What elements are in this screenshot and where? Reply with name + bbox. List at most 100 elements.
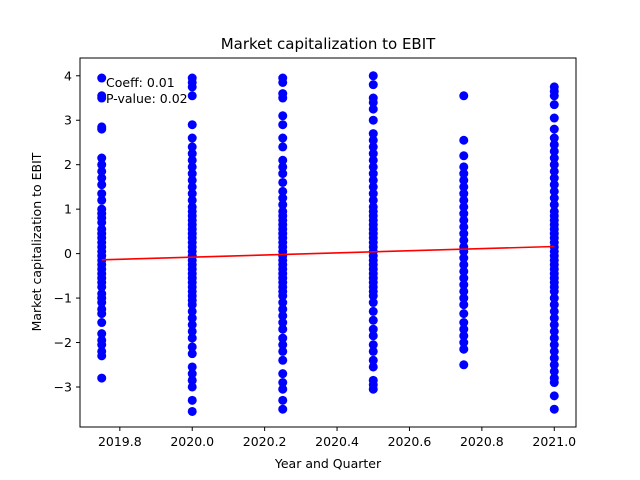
data-point-1-4: [187, 120, 197, 130]
annotation-pvalue: P-value: 0.02: [106, 91, 188, 106]
data-point-4-0: [459, 91, 469, 101]
data-point-1-40: [187, 320, 197, 330]
y-tick-label: −2: [54, 335, 72, 350]
data-point-3-14: [368, 182, 378, 192]
data-point-1-11: [187, 175, 197, 185]
x-tick-label: 2019.8: [98, 434, 142, 449]
data-point-0-40: [97, 351, 107, 361]
data-point-5-38: [549, 306, 559, 316]
data-point-0-41: [97, 373, 107, 383]
data-point-2-42: [278, 346, 288, 356]
data-point-3-5: [368, 115, 378, 125]
data-point-2-47: [278, 395, 288, 405]
data-point-2-38: [278, 318, 288, 328]
data-point-5-10: [549, 160, 559, 170]
data-point-4-25: [459, 309, 469, 319]
data-point-0-9: [97, 180, 107, 190]
data-point-3-3: [368, 97, 378, 107]
data-point-3-1: [368, 80, 378, 90]
data-point-1-14: [187, 195, 197, 205]
data-point-2-6: [278, 133, 288, 143]
data-point-4-27: [459, 324, 469, 334]
data-point-5-7: [549, 140, 559, 150]
y-tick-label: 3: [64, 113, 72, 128]
data-point-4-18: [459, 260, 469, 270]
data-point-2-37: [278, 311, 288, 321]
data-point-2-10: [278, 169, 288, 179]
data-point-5-16: [549, 200, 559, 210]
data-point-4-20: [459, 273, 469, 283]
data-point-1-50: [187, 406, 197, 416]
data-point-4-14: [459, 235, 469, 245]
data-point-5-45: [549, 353, 559, 363]
data-point-0-2: [97, 93, 107, 103]
data-point-2-4: [278, 111, 288, 121]
data-point-2-9: [278, 162, 288, 172]
y-axis-ticks: −3 −2 −1 0 1 2 3 4: [54, 68, 80, 394]
data-point-1-7: [187, 149, 197, 159]
data-point-0-34: [97, 309, 107, 319]
data-point-2-34: [278, 291, 288, 301]
data-point-5-9: [549, 153, 559, 163]
x-axis-ticks: 2019.8 2020.0 2020.2 2020.4 2020.6 2020.8 2021…: [98, 427, 576, 449]
data-point-4-24: [459, 300, 469, 310]
data-point-5-40: [549, 320, 559, 330]
data-point-5-14: [549, 186, 559, 196]
x-axis-title: Year and Quarter: [274, 456, 382, 471]
data-point-3-11: [368, 162, 378, 172]
data-point-0-35: [97, 318, 107, 328]
annotation-coeff: Coeff: 0.01: [106, 75, 175, 90]
data-point-4-10: [459, 209, 469, 219]
x-tick-label: 2020.2: [243, 434, 287, 449]
trend-line: [101, 245, 555, 261]
data-point-5-8: [549, 146, 559, 156]
data-point-2-7: [278, 142, 288, 152]
data-point-1-2: [187, 82, 197, 92]
data-point-3-9: [368, 149, 378, 159]
data-point-1-45: [187, 362, 197, 372]
data-point-3-41: [368, 324, 378, 334]
data-point-4-29: [459, 338, 469, 348]
data-point-3-15: [368, 189, 378, 199]
data-point-1-44: [187, 349, 197, 359]
data-point-4-1: [459, 135, 469, 145]
data-point-5-44: [549, 346, 559, 356]
data-point-4-12: [459, 222, 469, 232]
data-point-0-29: [97, 282, 107, 292]
data-point-0-10: [97, 189, 107, 199]
data-point-1-37: [187, 300, 197, 310]
data-point-5-13: [549, 180, 559, 190]
data-point-2-36: [278, 304, 288, 314]
data-point-4-23: [459, 293, 469, 303]
data-point-0-15: [97, 217, 107, 227]
data-point-3-0: [368, 71, 378, 81]
data-point-1-12: [187, 182, 197, 192]
trend-line-layer: [101, 245, 555, 261]
data-point-1-6: [187, 142, 197, 152]
data-point-3-13: [368, 175, 378, 185]
data-point-2-35: [278, 298, 288, 308]
data-point-5-37: [549, 300, 559, 310]
y-axis-title: Market capitalization to EBIT: [29, 152, 44, 331]
data-point-5-4: [549, 113, 559, 123]
y-tick-label: 1: [64, 202, 72, 217]
y-tick-label: 4: [64, 68, 72, 83]
data-point-5-51: [549, 404, 559, 414]
data-point-4-31: [459, 360, 469, 370]
data-point-3-49: [368, 384, 378, 394]
data-point-4-22: [459, 286, 469, 296]
data-point-0-7: [97, 166, 107, 176]
data-point-3-43: [368, 340, 378, 350]
data-point-3-7: [368, 135, 378, 145]
data-point-1-8: [187, 155, 197, 165]
data-point-2-44: [278, 369, 288, 379]
data-point-2-11: [278, 177, 288, 187]
data-point-2-41: [278, 340, 288, 350]
chart-title: Market capitalization to EBIT: [221, 35, 436, 53]
data-point-5-6: [549, 133, 559, 143]
data-point-3-38: [368, 298, 378, 308]
data-point-5-41: [549, 326, 559, 336]
x-tick-label: 2020.8: [460, 434, 504, 449]
data-point-0-11: [97, 195, 107, 205]
